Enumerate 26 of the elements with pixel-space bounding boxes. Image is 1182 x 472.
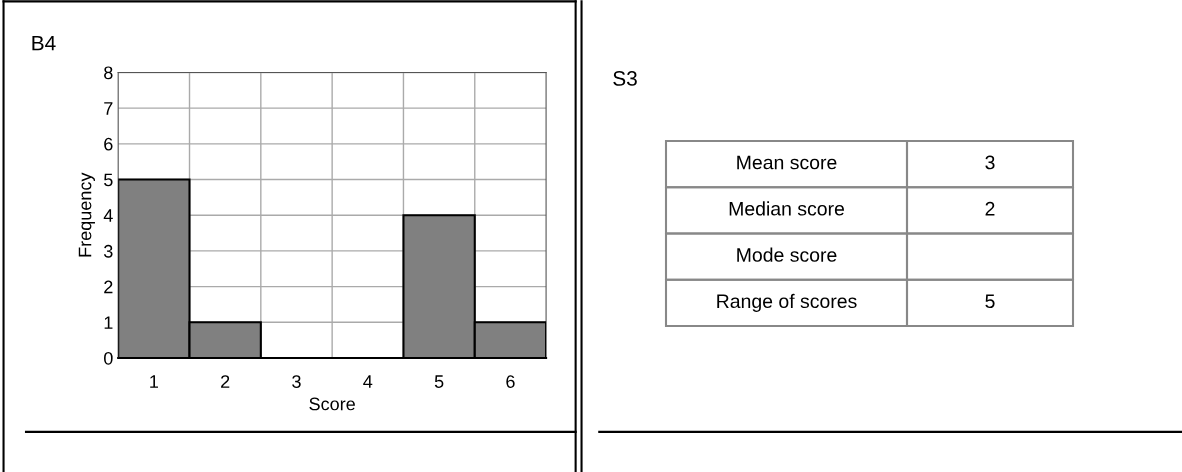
y-tick-label: 6	[104, 137, 113, 151]
text: Median score	[729, 201, 844, 216]
x-tick-label: 5	[434, 375, 444, 388]
y-tick-label: 0	[104, 351, 113, 365]
y-tick-label: 3	[103, 244, 113, 258]
y-tick-label: 4	[103, 209, 113, 222]
text: S3	[613, 71, 637, 86]
y-axis-title: Frequency	[78, 172, 95, 257]
text: Mean score	[737, 155, 837, 170]
x-tick-label: 1	[150, 375, 158, 388]
x-tick-label: 6	[506, 375, 515, 388]
category-label: 5	[985, 294, 995, 309]
text: Mode score	[737, 247, 837, 262]
text: Range of scores	[717, 293, 857, 312]
chart-title: B4	[32, 35, 56, 51]
y-tick-label: 2	[104, 280, 113, 294]
category-label: 2	[985, 201, 995, 216]
x-axis-title: Score	[309, 397, 355, 411]
x-tick-label: 4	[363, 375, 373, 388]
x-tick-label: 2	[221, 375, 230, 388]
y-tick-label: 1	[104, 316, 113, 329]
x-tick-label: 3	[292, 375, 301, 388]
y-tick-label: 7	[104, 102, 113, 115]
y-tick-label: 8	[104, 66, 113, 80]
y-tick-label: 5	[104, 173, 113, 187]
category-label: 3	[985, 155, 995, 170]
